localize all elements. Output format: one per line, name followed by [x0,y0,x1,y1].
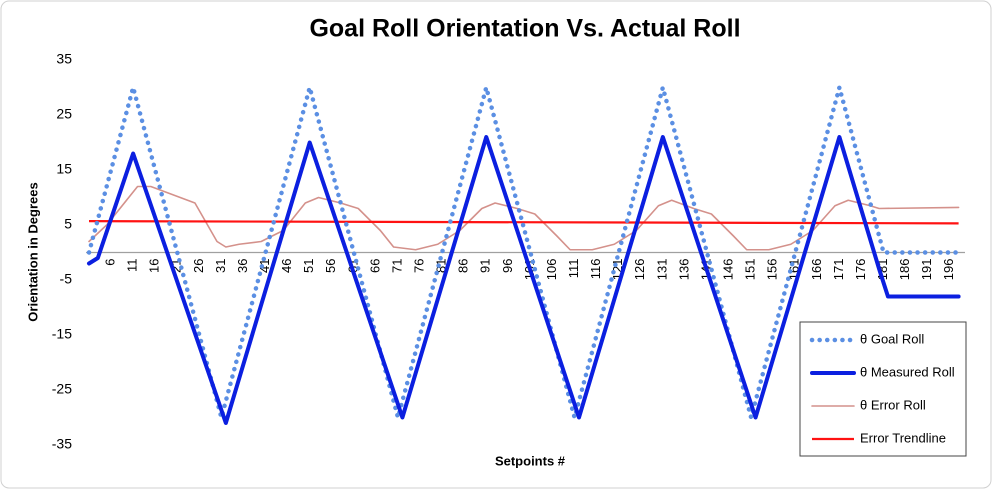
y-tick-label: -15 [52,326,72,342]
x-tick-label: 106 [544,259,559,281]
x-tick-label: 156 [765,259,780,281]
legend-label: θ Measured Roll [860,364,955,379]
x-tick-label: 41 [257,259,272,273]
chart-title: Goal Roll Orientation Vs. Actual Roll [309,15,740,43]
x-tick-label: 191 [919,259,934,281]
x-tick-label: 116 [588,259,603,280]
x-tick-label: 56 [323,259,338,273]
x-tick-label: 6 [103,259,118,266]
x-tick-label: 51 [301,259,316,273]
legend-box [799,321,967,457]
legend-label: θ Error Roll [860,397,926,412]
x-axis-title: Setpoints # [495,453,566,468]
x-tick-label: 186 [897,259,912,281]
x-tick-label: 16 [147,259,162,273]
y-tick-label: -5 [60,271,73,287]
x-tick-label: 46 [279,259,294,273]
x-tick-label: 86 [456,259,471,273]
y-tick-label: 25 [56,106,72,122]
x-tick-label: 96 [500,259,515,273]
x-tick-label: 111 [566,259,581,279]
x-tick-label: 176 [853,259,868,281]
y-tick-label: 35 [56,51,72,67]
x-tick-label: 131 [654,259,669,281]
y-tick-label: 15 [56,161,72,177]
x-tick-label: 196 [941,259,956,281]
y-tick-label: 5 [64,216,72,232]
x-tick-label: 171 [831,259,846,281]
x-tick-label: 26 [191,259,206,273]
x-tick-label: 136 [676,259,691,281]
legend: θ Goal Roll θ Measured Roll θ Error Roll Er… [799,321,967,457]
x-tick-label: 31 [213,259,228,273]
lines [86,85,961,425]
x-tick-label: 151 [743,259,758,281]
y-tick-label: -25 [52,381,72,397]
x-tick-label: 146 [720,259,735,281]
x-tick-label: 166 [809,259,824,281]
x-tick-label: 76 [411,259,426,273]
y-axis-title: Orientation in Degrees [25,182,40,321]
x-tick-label: 66 [367,259,382,273]
y-tick-label: -35 [52,436,72,452]
x-tick-label: 91 [478,259,493,273]
x-tick-label: 36 [235,259,250,273]
x-tick-label: 71 [389,259,404,273]
legend-label: θ Goal Roll [860,331,924,346]
series-line [88,185,960,251]
series-line [87,135,961,425]
legend-label: Error Trendline [860,430,946,445]
x-tick-label: 11 [125,259,140,273]
x-tick-label: 126 [632,259,647,281]
